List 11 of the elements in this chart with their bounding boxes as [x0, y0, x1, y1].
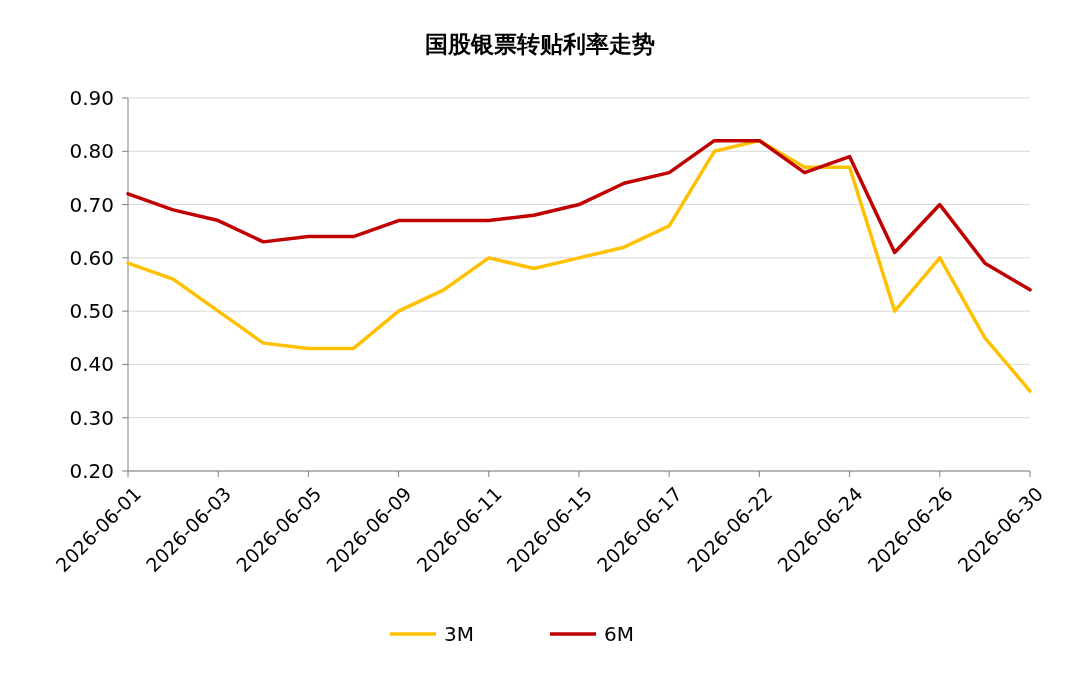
- chart-title: 国股银票转贴利率走势: [425, 31, 655, 57]
- y-tick-label: 0.40: [69, 352, 114, 377]
- y-tick-label: 0.90: [69, 86, 114, 110]
- y-tick-label: 0.80: [69, 139, 114, 164]
- y-tick-label: 0.30: [69, 405, 114, 430]
- legend-label: 3M: [444, 622, 474, 646]
- legend-label: 6M: [604, 622, 634, 646]
- y-tick-label: 0.70: [69, 192, 114, 217]
- y-tick-label: 0.60: [69, 245, 114, 270]
- y-tick-label: 0.20: [69, 459, 114, 483]
- y-tick-label: 0.50: [69, 299, 114, 324]
